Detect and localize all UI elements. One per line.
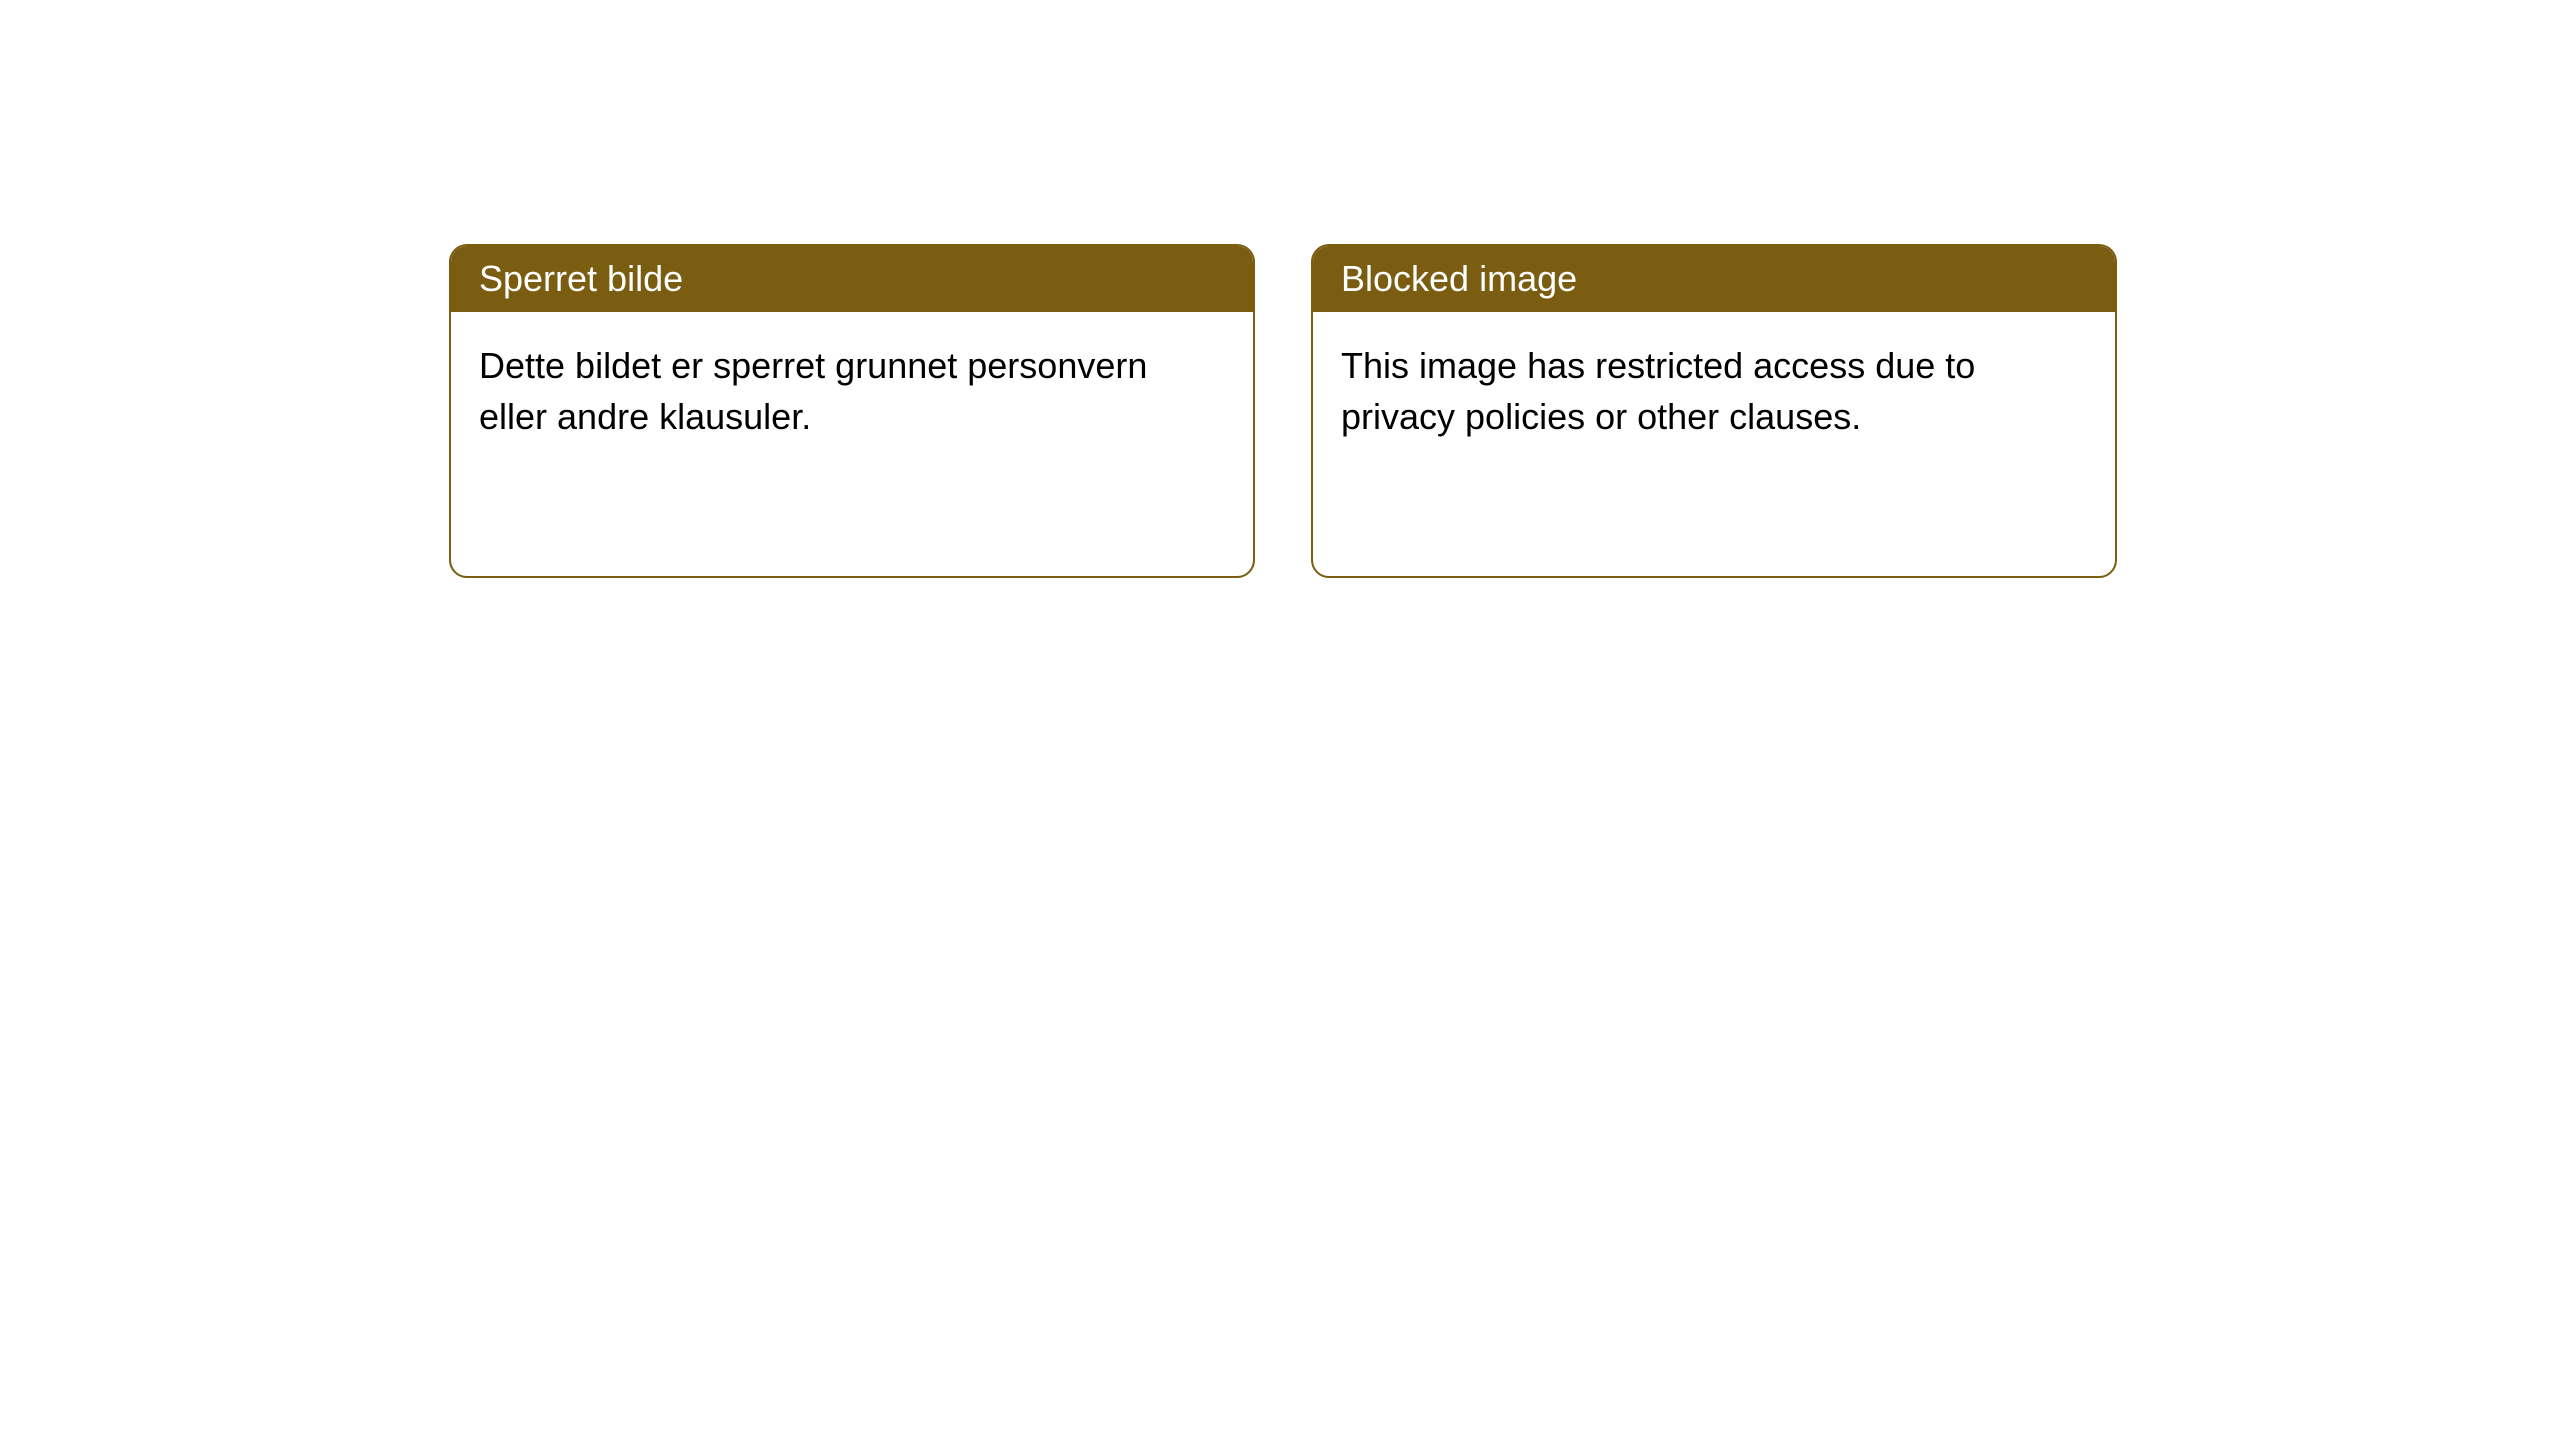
card-body-text: This image has restricted access due to … — [1313, 312, 2115, 470]
notice-card-english: Blocked image This image has restricted … — [1311, 244, 2117, 578]
card-title: Sperret bilde — [451, 246, 1253, 312]
card-title: Blocked image — [1313, 246, 2115, 312]
notice-container: Sperret bilde Dette bildet er sperret gr… — [449, 244, 2117, 578]
notice-card-norwegian: Sperret bilde Dette bildet er sperret gr… — [449, 244, 1255, 578]
card-body-text: Dette bildet er sperret grunnet personve… — [451, 312, 1253, 470]
